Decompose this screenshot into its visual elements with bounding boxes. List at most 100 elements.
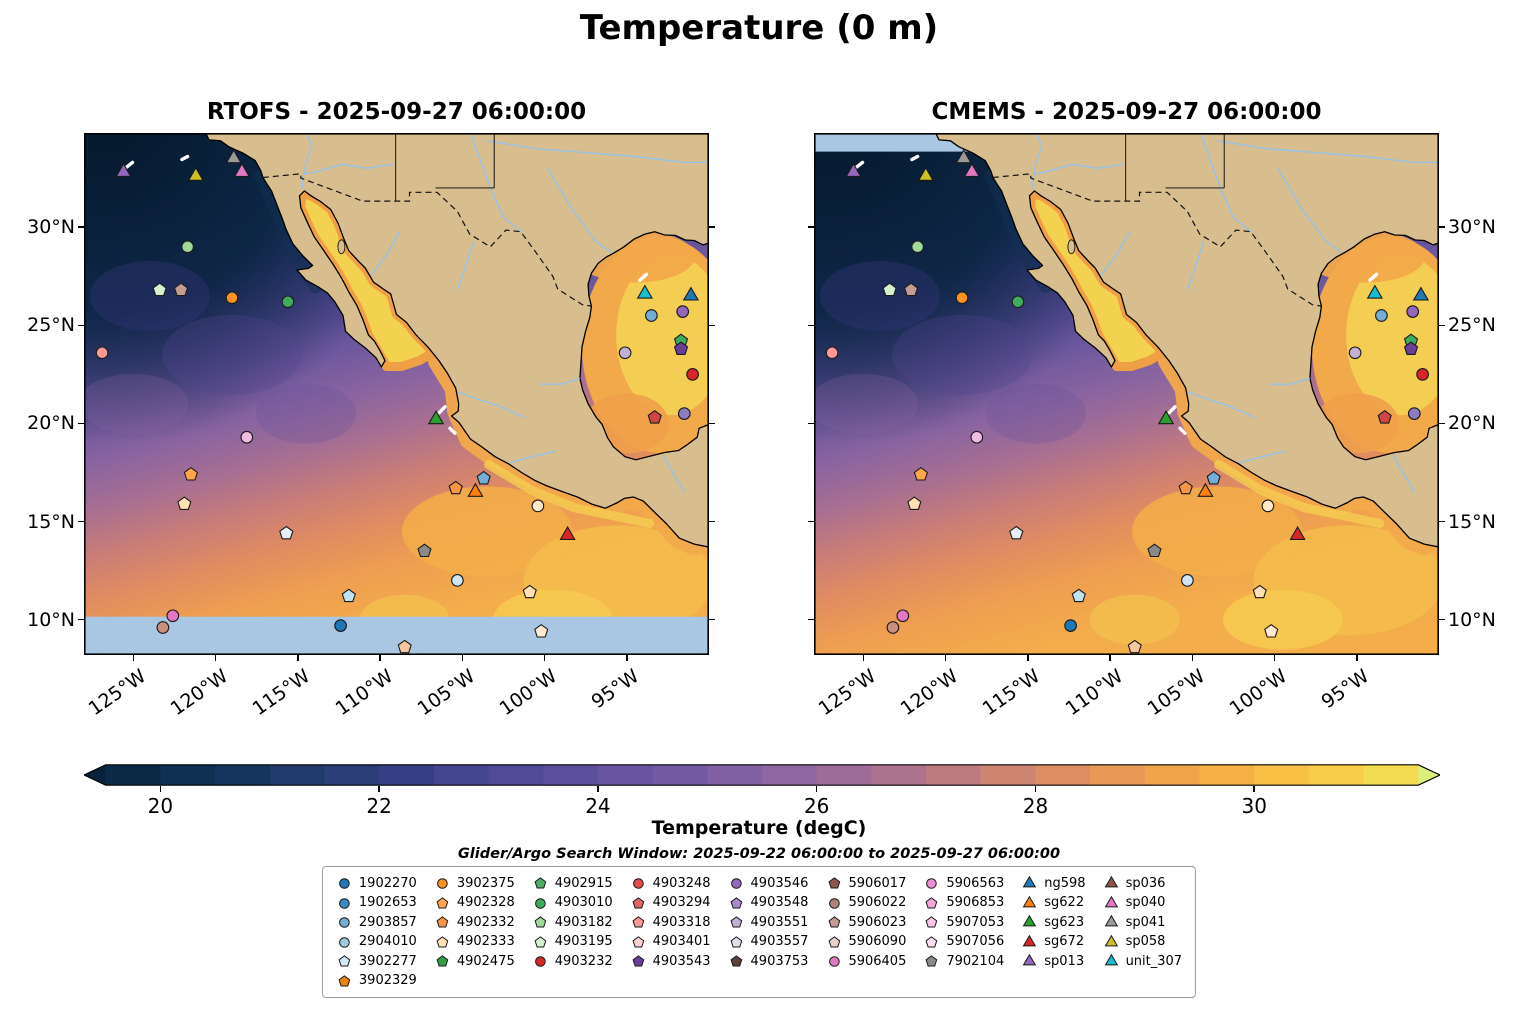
legend-item-sp013: sp013 [1021, 953, 1085, 969]
lat-tick-label: 20°N [1448, 412, 1496, 435]
lon-tick-label: 95°W [1317, 665, 1374, 714]
legend-item-label: sp041 [1125, 914, 1166, 930]
legend-item-label: 4902475 [456, 953, 515, 969]
legend-item-5906405: 5906405 [825, 953, 906, 969]
legend-item-label: 5906023 [848, 914, 907, 930]
legend-column: 3902375 4902328 4902332 4902333 4902475 [434, 875, 515, 989]
legend-item-4903551: 4903551 [728, 914, 808, 930]
lat-tick [78, 226, 84, 228]
lat-tick-label: 20°N [27, 412, 75, 435]
legend-item-label: 3902277 [358, 953, 417, 969]
legend-item-4903548: 4903548 [728, 895, 808, 911]
legend-item-5906563: 5906563 [923, 875, 1004, 891]
cmems-panel-title: CMEMS - 2025-09-27 06:00:00 [931, 99, 1322, 125]
pentagon-marker-icon [925, 955, 938, 967]
legend-item-label: 4902332 [456, 914, 515, 930]
legend-item-3902375: 3902375 [434, 875, 515, 891]
legend-item-4903182: 4903182 [532, 914, 613, 930]
pentagon-marker-icon [632, 916, 645, 928]
legend-item-label: 4903010 [554, 895, 613, 910]
circle-marker-icon [534, 897, 546, 909]
legend: 1902270 1902653 2903857 2904010 3902277 39023… [321, 866, 1197, 998]
legend-item-4903557: 4903557 [728, 934, 809, 950]
legend-item-2903857: 2903857 [336, 914, 417, 930]
lon-tick-label: 115°W [248, 665, 315, 721]
colorbar-tick-label: 26 [803, 794, 830, 818]
pentagon-marker-icon [925, 916, 938, 928]
lat-tick [709, 422, 715, 425]
lon-tick [862, 655, 865, 661]
pentagon-marker-icon [436, 955, 449, 967]
legend-item-sg672: sg672 [1021, 934, 1085, 950]
legend-item-label: 3902329 [358, 973, 417, 988]
legend-item-label: 7902104 [946, 953, 1005, 969]
legend-item-4903294: 4903294 [630, 895, 711, 911]
legend-item-4902333: 4902333 [434, 934, 515, 950]
rtofs-map-svg [78, 132, 738, 656]
legend-item-5906023: 5906023 [825, 914, 906, 930]
legend-item-4903195: 4903195 [532, 934, 613, 950]
lon-tick [626, 655, 628, 661]
legend-item-7902104: 7902104 [923, 953, 1004, 969]
triangle-marker-icon [1104, 953, 1118, 966]
legend-item-label: 1902653 [358, 895, 417, 910]
legend-item-label: 5906090 [848, 934, 907, 949]
legend-item-label: 5906017 [848, 875, 907, 891]
legend-item-4902332: 4902332 [434, 914, 515, 930]
lon-tick-label: 105°W [413, 665, 479, 721]
legend-item-5906090: 5906090 [825, 934, 906, 950]
legend-item-label: 4903543 [652, 953, 711, 969]
legend-item-sg623: sg623 [1021, 914, 1085, 930]
legend-item-4903546: 4903546 [728, 875, 808, 891]
pentagon-marker-icon [632, 896, 645, 908]
legend-item-unit_307: unit_307 [1103, 953, 1182, 969]
pentagon-marker-icon [632, 955, 645, 967]
lat-tick-label: 25°N [1448, 314, 1496, 337]
legend-item-label: 4903557 [750, 934, 809, 949]
legend-item-4903318: 4903318 [630, 914, 711, 930]
legend-item-label: 4903753 [750, 953, 809, 969]
triangle-marker-icon [1022, 934, 1037, 946]
pentagon-marker-icon [730, 935, 742, 947]
lon-tick [461, 655, 464, 661]
legend-item-label: 4903232 [554, 953, 613, 969]
lat-tick-label: 15°N [27, 510, 75, 533]
lat-tick-label: 10°N [27, 608, 75, 631]
legend-item-label: sp036 [1125, 875, 1166, 891]
pentagon-marker-icon [338, 974, 351, 986]
cmems-map-svg [808, 132, 1468, 656]
triangle-marker-icon [1104, 914, 1118, 927]
lat-tick [78, 422, 84, 425]
pentagon-marker-icon [925, 896, 938, 908]
pentagon-marker-icon [338, 955, 351, 967]
lon-tick [379, 655, 381, 661]
lon-tick [944, 655, 947, 661]
lon-tick-label: 120°W [166, 665, 233, 721]
pentagon-marker-icon [828, 935, 840, 947]
legend-item-label: 4903195 [554, 934, 613, 949]
cmems-map [808, 132, 1468, 656]
triangle-marker-icon [1022, 895, 1037, 907]
legend-item-label: 5906022 [848, 895, 907, 910]
legend-item-label: 4903294 [652, 895, 711, 910]
pentagon-marker-icon [534, 916, 547, 928]
pentagon-marker-icon [730, 916, 742, 928]
legend-item-label: sp040 [1125, 895, 1166, 910]
triangle-marker-icon [1104, 875, 1118, 888]
legend-item-4903401: 4903401 [630, 934, 711, 950]
lat-tick [1439, 520, 1445, 523]
lon-tick-label: 95°W [587, 665, 644, 714]
legend-item-sp058: sp058 [1103, 934, 1183, 950]
circle-marker-icon [926, 878, 938, 889]
legend-item-5907053: 5907053 [923, 914, 1004, 930]
lat-tick [709, 520, 715, 523]
legend-item-4902915: 4902915 [532, 875, 613, 891]
lon-tick [1109, 655, 1111, 661]
lon-tick-label: 125°W [814, 665, 880, 721]
legend-item-label: sg622 [1044, 895, 1085, 910]
lat-tick [1439, 226, 1445, 228]
figure-title: Temperature (0 m) [579, 8, 939, 48]
circle-marker-icon [828, 956, 840, 967]
pentagon-marker-icon [730, 896, 742, 908]
colorbar [84, 764, 1440, 786]
